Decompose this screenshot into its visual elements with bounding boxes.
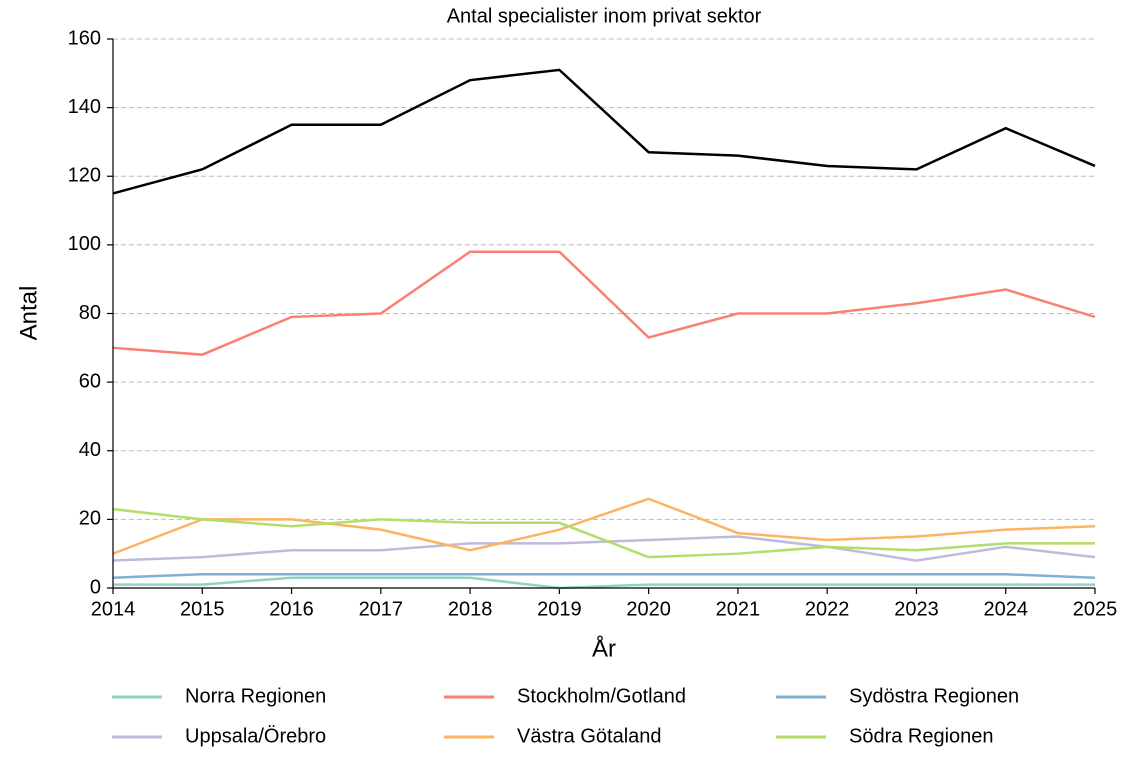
series-line xyxy=(112,507,1095,559)
x-tick-label: 2020 xyxy=(626,598,671,620)
y-tick-label: 80 xyxy=(79,302,101,324)
series-line xyxy=(113,576,1095,590)
x-tick-label: 2025 xyxy=(1073,598,1118,620)
y-tick-label: 20 xyxy=(79,508,101,530)
y-tick-label: 100 xyxy=(68,233,101,255)
legend-label: Norra Regionen xyxy=(185,685,326,707)
y-axis-label: Antal xyxy=(15,286,42,341)
series-line xyxy=(112,250,1096,356)
series-line xyxy=(112,497,1096,555)
chart-title: Antal specialister inom privat sektor xyxy=(447,5,762,27)
legend-label: Stockholm/Gotland xyxy=(517,685,686,707)
x-tick-label: 2018 xyxy=(448,598,493,620)
y-tick-label: 140 xyxy=(68,96,101,118)
x-tick-label: 2015 xyxy=(180,598,225,620)
legend-label: Sydöstra Regionen xyxy=(849,685,1019,707)
x-tick-label: 2017 xyxy=(359,598,404,620)
legend-label: Uppsala/Örebro xyxy=(185,725,326,747)
series-line xyxy=(112,535,1096,562)
series-line xyxy=(112,68,1096,195)
y-tick-label: 0 xyxy=(90,576,101,598)
series-line xyxy=(112,573,1096,579)
y-tick-label: 40 xyxy=(79,439,101,461)
x-tick-label: 2021 xyxy=(716,598,761,620)
x-axis-label: År xyxy=(592,634,616,662)
x-tick-label: 2016 xyxy=(269,598,314,620)
x-tick-label: 2019 xyxy=(537,598,582,620)
y-tick-label: 160 xyxy=(68,27,101,49)
legend-label: Västra Götaland xyxy=(517,725,662,747)
x-tick-label: 2023 xyxy=(894,598,939,620)
x-tick-label: 2024 xyxy=(983,598,1028,620)
y-tick-label: 120 xyxy=(68,165,101,187)
legend-label: Södra Regionen xyxy=(849,725,994,747)
x-tick-label: 2022 xyxy=(805,598,850,620)
x-tick-label: 2014 xyxy=(91,598,136,620)
y-tick-label: 60 xyxy=(79,370,101,392)
